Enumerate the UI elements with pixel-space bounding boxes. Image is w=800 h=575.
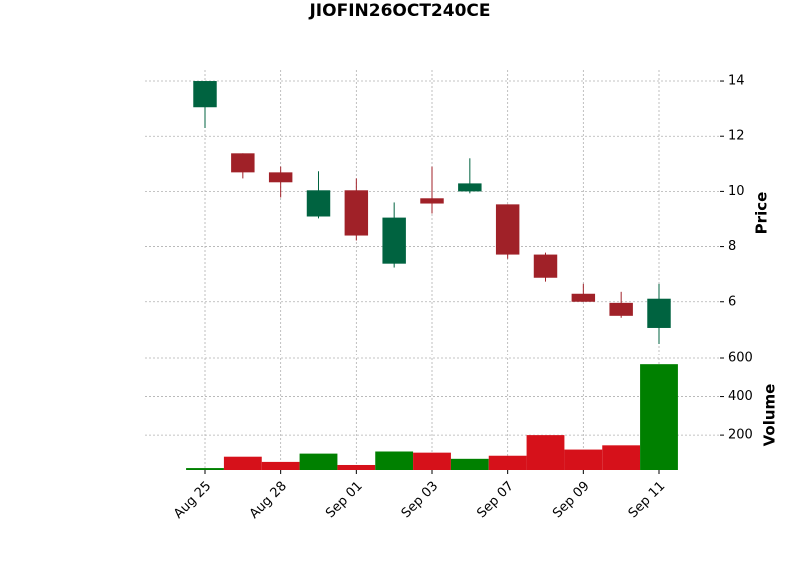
x-tick-label: Sep 01 [323, 479, 366, 522]
y-tick-label: 6 [728, 294, 736, 309]
candle-body [458, 183, 482, 192]
volume-tick-label: 400 [728, 389, 753, 404]
x-tick-label: Sep 09 [550, 479, 593, 522]
candle-body [268, 172, 293, 183]
volume-axis-label: Volume [761, 384, 779, 447]
volume-bar [375, 451, 414, 470]
candle-body [382, 217, 406, 264]
volume-bar [564, 449, 603, 470]
candle-body [647, 298, 671, 328]
x-tick-label: Sep 07 [474, 479, 517, 522]
volume-bar [186, 468, 224, 470]
candle-body [306, 190, 331, 217]
candle-body [533, 254, 558, 278]
volume-tick-label: 600 [728, 351, 753, 366]
candle-body [609, 302, 633, 316]
candle-body [344, 190, 369, 236]
candle-body [420, 198, 444, 204]
y-tick-label: 10 [728, 184, 745, 199]
volume-bar [337, 464, 376, 470]
volume-bar [640, 364, 678, 470]
volume-bar [450, 458, 489, 470]
x-tick-label: Aug 28 [247, 479, 290, 522]
volume-bar [299, 453, 338, 470]
x-tick-label: Sep 11 [626, 479, 669, 522]
x-tick-label: Aug 25 [171, 479, 214, 522]
y-tick-label: 12 [728, 129, 745, 144]
x-tick-label: Sep 03 [399, 479, 442, 522]
volume-bar [261, 461, 300, 470]
volume-tick-label: 200 [728, 428, 753, 443]
chart-title: JIOFIN26OCT240CE [308, 1, 490, 21]
y-tick-label: 14 [728, 74, 745, 89]
candle-body [495, 204, 520, 255]
volume-bar [413, 452, 451, 470]
volume-bar [488, 455, 527, 470]
candle-body [231, 153, 255, 173]
volume-bar [526, 435, 565, 470]
y-tick-label: 8 [728, 239, 736, 254]
volume-bar [602, 445, 641, 470]
volume-bar [223, 456, 262, 470]
y-axis-label: Price [753, 192, 771, 235]
candle-body [571, 293, 596, 302]
candle-body [193, 81, 217, 108]
